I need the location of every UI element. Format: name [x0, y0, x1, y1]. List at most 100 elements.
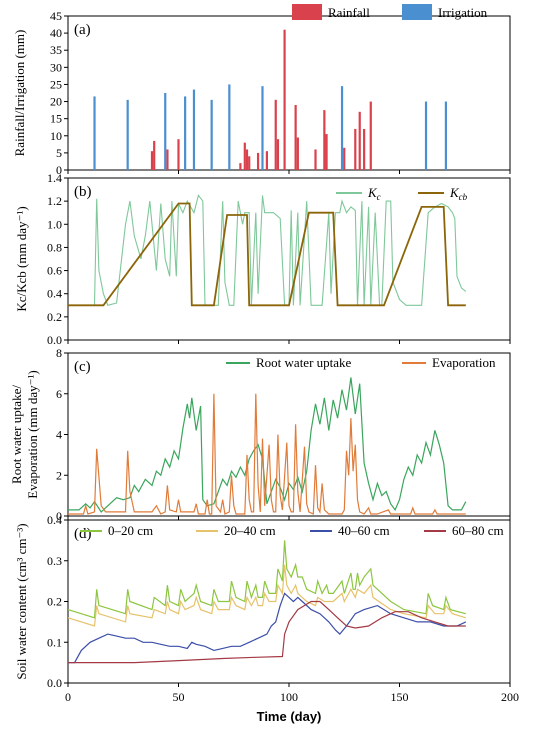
bar-rainfall	[243, 142, 246, 170]
y-tick-label: 1.2	[47, 194, 62, 208]
line-20-40-cm	[67, 564, 466, 627]
x-axis-label: Time (day)	[257, 709, 322, 724]
panel-label: (b)	[74, 184, 92, 200]
bar-irrigation	[164, 93, 167, 170]
bar-irrigation	[126, 99, 129, 170]
line-evaporation	[68, 393, 466, 515]
bar-irrigation	[93, 96, 96, 170]
bar-rainfall	[276, 139, 280, 170]
y-axis-label: Root water uptake/Evaporation (mm day⁻¹)	[9, 370, 40, 498]
panel-label: (c)	[74, 359, 91, 375]
y-tick-label: 0.6	[47, 264, 62, 278]
panel-b-kc-kcb: 0.0 0.2 0.4 0.6 0.8 1.0 1.2 1.4 (b) Kc/Kcb (mm da…	[14, 171, 511, 347]
axes-frame	[67, 15, 511, 171]
y-tick-label: 0.0	[47, 676, 62, 690]
bar-rainfall	[248, 156, 251, 170]
line-40-60-cm	[68, 592, 467, 664]
y-tick-label: 20	[50, 95, 62, 109]
legend-label-60-80-cm: 60–80 cm	[452, 523, 504, 538]
y-tick-label: 35	[50, 43, 62, 57]
y-tick-label: 0.2	[47, 595, 62, 609]
y-tick-label: 45	[50, 9, 62, 23]
y-axis-label: Kc/Kcb (mm day⁻¹)	[14, 206, 29, 311]
line-root-water-uptake	[68, 377, 467, 513]
bar-irrigation	[210, 99, 213, 170]
x-tick-label: 200	[501, 690, 519, 704]
bar-irrigation	[261, 86, 264, 170]
line-kc	[68, 194, 467, 306]
x-tick-label: 50	[173, 690, 185, 704]
y-axis-label: Rainfall/Irrigation (mm)	[12, 30, 27, 157]
legend-label-evaporation: Evaporation	[432, 355, 496, 370]
bar-rainfall	[314, 149, 317, 170]
bar-rainfall	[265, 151, 268, 170]
y-tick-label: 15	[50, 112, 62, 126]
bar-rainfall	[323, 110, 326, 170]
panel-label: (a)	[74, 22, 91, 38]
y-tick-label: 25	[50, 77, 62, 91]
x-tick-label: 150	[391, 690, 409, 704]
bar-rainfall	[358, 111, 361, 170]
x-tick-label: 100	[280, 690, 298, 704]
y-axis-label: Soil water content (cm³ cm⁻³)	[14, 523, 29, 679]
bar-rainfall	[150, 151, 154, 170]
x-tick-label: 0	[65, 690, 71, 704]
bar-rainfall	[153, 140, 156, 170]
bar-rainfall	[369, 101, 372, 170]
bar-irrigation	[424, 101, 428, 170]
line-0-20-cm	[67, 540, 466, 619]
legend-label-kcb: Kcb	[449, 185, 468, 202]
panel-label: (d)	[74, 526, 92, 542]
bar-rainfall	[343, 147, 346, 170]
legend-label-40-60-cm: 40–60 cm	[338, 523, 390, 538]
y-tick-label: 0	[56, 509, 62, 523]
panel-a-rainfall-irrigation: 0 5 10 15 20 25 30 35 40 45 (a) Rainfall/Irrigation…	[12, 4, 511, 177]
legend-swatch-rainfall	[292, 4, 322, 20]
y-tick-label: 0.1	[47, 635, 62, 649]
axes-frame	[67, 177, 511, 341]
y-tick-label: 2	[56, 468, 62, 482]
line-kcb	[68, 202, 466, 307]
bar-rainfall	[325, 134, 328, 170]
legend-label-20-40-cm: 20–40 cm	[224, 523, 276, 538]
y-tick-label: 0.0	[47, 333, 62, 347]
y-tick-label: 0	[56, 163, 62, 177]
panel-c-root-uptake-evaporation: 0 2 4 6 8 (c) Root water uptake/Evaporation (m…	[9, 346, 511, 523]
y-tick-label: 10	[50, 129, 62, 143]
y-tick-label: 1.0	[47, 217, 62, 231]
y-tick-label: 0.2	[47, 310, 62, 324]
y-tick-label: 0.3	[47, 554, 62, 568]
y-tick-label: 5	[56, 146, 62, 160]
axes-frame	[67, 519, 511, 684]
bar-rainfall	[274, 99, 277, 170]
y-tick-label: 0.8	[47, 240, 62, 254]
bar-rainfall	[245, 149, 249, 170]
bar-rainfall	[239, 163, 242, 170]
line-60-80-cm	[68, 600, 466, 664]
bar-rainfall	[294, 104, 297, 170]
y-tick-label: 30	[50, 60, 62, 74]
bar-rainfall	[177, 139, 180, 170]
bar-rainfall	[166, 149, 169, 170]
legend-label-rainfall: Rainfall	[328, 5, 370, 20]
bar-irrigation	[192, 89, 196, 170]
y-tick-label: 4	[56, 428, 62, 442]
y-tick-label: 1.4	[47, 171, 62, 185]
bar-irrigation	[228, 84, 231, 170]
bar-rainfall	[354, 128, 357, 170]
bar-rainfall	[256, 152, 260, 170]
legend-swatch-irrigation	[402, 4, 432, 20]
panel-d-soil-water-content: 0.0 0.1 0.2 0.3 0.4 0 50 100 150 200 (d) Soil water…	[14, 513, 519, 724]
y-tick-label: 40	[50, 26, 62, 40]
bar-irrigation	[444, 101, 448, 170]
y-tick-label: 0.4	[47, 513, 62, 527]
bar-rainfall	[296, 137, 299, 170]
legend-label-irrigation: Irrigation	[438, 5, 488, 20]
y-tick-label: 0.4	[47, 287, 62, 301]
bar-rainfall	[283, 29, 286, 170]
bar-irrigation	[184, 96, 187, 170]
y-tick-label: 8	[56, 346, 62, 360]
y-tick-label: 6	[56, 387, 62, 401]
legend-label-kc: Kc	[367, 185, 381, 202]
